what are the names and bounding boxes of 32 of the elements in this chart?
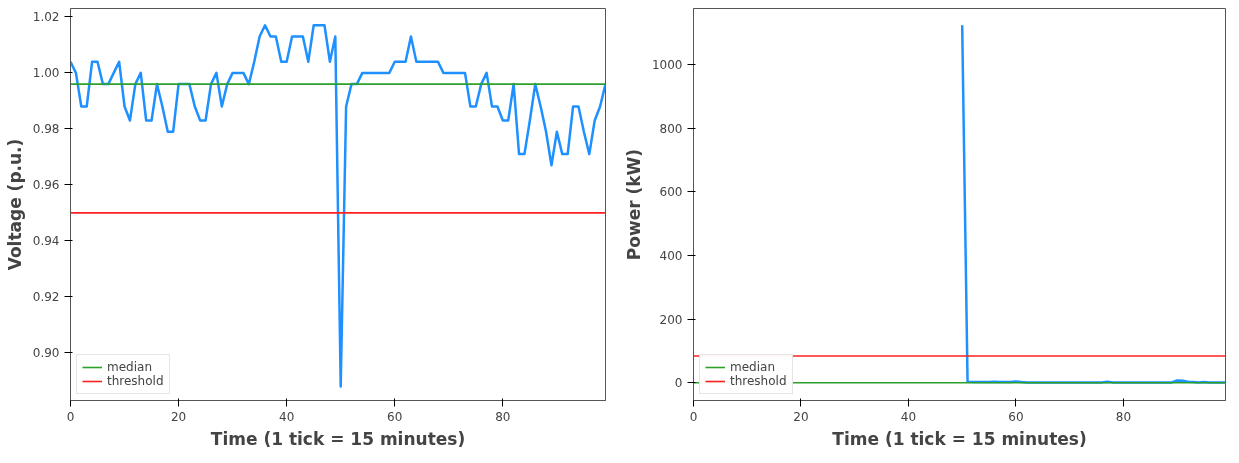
y-tick-label: 1.00 — [32, 66, 60, 81]
x-axis-title: Time (1 tick = 15 minutes) — [210, 428, 466, 449]
y-tick-label: 200 — [659, 312, 683, 327]
x-tick-label: 40 — [900, 409, 917, 424]
legend-label: median — [730, 360, 775, 374]
x-tick-label: 40 — [279, 409, 295, 424]
x-tick-label: 20 — [793, 409, 809, 424]
y-tick-label: 600 — [659, 185, 683, 200]
legend-label: threshold — [107, 374, 164, 388]
legend-label: median — [107, 360, 152, 374]
x-tick-label: 80 — [495, 409, 511, 424]
line-series — [70, 24, 606, 388]
y-tick-label: 1.02 — [32, 10, 60, 25]
y-axis-title: Power (kW) — [623, 148, 644, 261]
x-tick-label: 80 — [1115, 409, 1132, 424]
y-tick-label: 0.90 — [32, 346, 60, 361]
y-tick-label: 0.98 — [32, 122, 60, 137]
x-tick-label: 0 — [689, 409, 698, 424]
y-tick-label: 0.94 — [32, 234, 60, 249]
x-axis-title: Time (1 tick = 15 minutes) — [832, 428, 1087, 449]
x-tick-label: 20 — [170, 409, 187, 424]
y-tick-label: 0.96 — [32, 178, 60, 193]
y-tick-label: 400 — [659, 249, 683, 264]
x-tick-label: 0 — [66, 409, 75, 424]
legend-label: threshold — [730, 374, 787, 388]
x-tick-label: 60 — [387, 409, 403, 424]
y-tick-label: 800 — [659, 121, 683, 136]
y-tick-label: 1000 — [651, 58, 683, 73]
y-axis-title: Voltage (p.u.) — [4, 138, 25, 271]
y-tick-label: 0.92 — [32, 290, 60, 305]
x-tick-label: 60 — [1008, 409, 1024, 424]
y-tick-label: 0 — [674, 376, 683, 391]
